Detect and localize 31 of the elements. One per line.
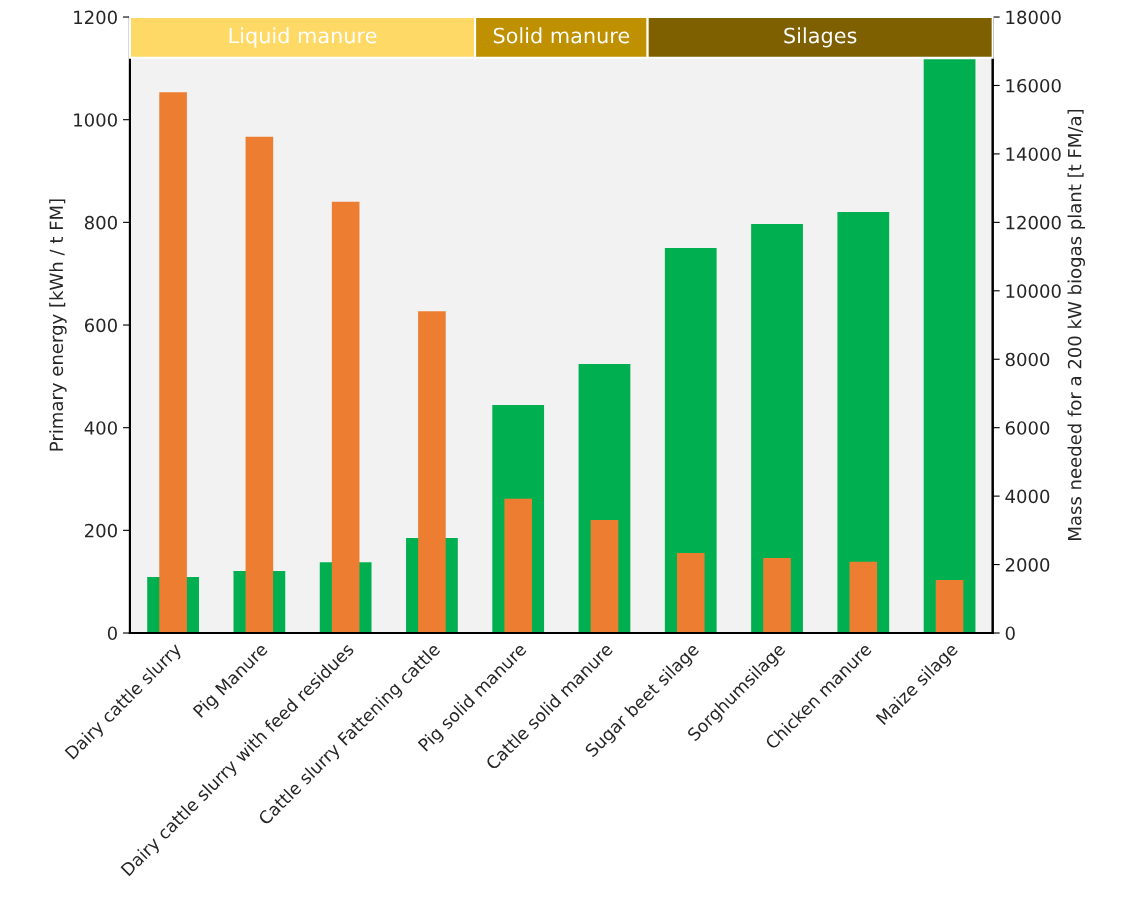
bar <box>676 552 705 633</box>
bar <box>763 558 791 633</box>
bar <box>849 561 878 633</box>
y2-axis-title: Mass needed for a 200 kW biogas plant [t FM/a] <box>1067 109 1085 540</box>
y-tick-label: 800 <box>84 215 117 230</box>
y2-tick-label: 6000 <box>1005 421 1050 435</box>
y-tick-label: 1200 <box>74 10 117 25</box>
y2-tick-label: 12000 <box>1006 215 1061 230</box>
y-tick-label: 600 <box>84 318 117 333</box>
y2-tick-label: 18000 <box>1006 10 1061 25</box>
y-tick-label: 200 <box>85 523 117 538</box>
band-label: Liquid manure <box>229 27 377 48</box>
bar <box>504 498 532 633</box>
y2-tick-label: 10000 <box>1006 284 1061 298</box>
y2-tick-label: 16000 <box>1006 78 1061 93</box>
y2-tick-label: 4000 <box>1005 489 1050 504</box>
bar <box>837 212 890 633</box>
bar <box>935 579 964 633</box>
y-tick-label: 0 <box>107 626 117 641</box>
band-label: Silages <box>784 27 857 48</box>
y-axis-title: Primary energy [kWh / t FM] <box>49 199 67 451</box>
y2-tick-label: 2000 <box>1005 558 1050 572</box>
y2-tick-label: 14000 <box>1006 147 1061 162</box>
y2-tick-label: 0 <box>1005 626 1015 641</box>
bar <box>923 59 976 633</box>
band-label: Solid manure <box>493 27 630 44</box>
y-tick-label: 1000 <box>74 113 117 127</box>
bar <box>590 520 619 633</box>
y-tick-label: 400 <box>84 421 117 435</box>
bar <box>751 223 803 633</box>
y2-tick-label: 8000 <box>1005 352 1050 367</box>
